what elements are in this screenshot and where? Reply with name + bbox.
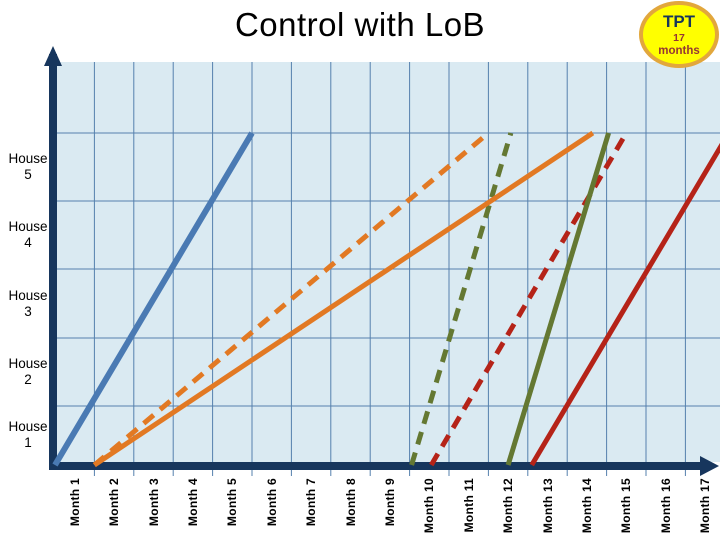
series-line-green-dashed: [409, 132, 514, 466]
x-axis-label: Month 7: [304, 478, 319, 527]
tpt-badge-unit: months: [658, 44, 700, 57]
x-axis-label: Month 13: [540, 478, 555, 534]
series-line-orange-solid: [93, 130, 595, 468]
x-axis-label: Month 17: [698, 478, 713, 534]
x-axis-label: Month 5: [225, 478, 240, 527]
x-axis-label: Month 3: [146, 478, 161, 527]
y-axis-label: House 3: [8, 287, 48, 319]
x-axis-label: Month 1: [67, 478, 82, 527]
x-axis-label: Month 15: [619, 478, 634, 534]
y-axis: [49, 54, 57, 470]
y-axis-arrow-icon: [44, 46, 62, 66]
x-axis-label: Month 2: [107, 478, 122, 527]
x-axis-label: Month 8: [343, 478, 358, 527]
x-axis-label: Month 4: [185, 478, 200, 527]
x-axis-label: Month 16: [658, 478, 673, 534]
x-axis-label: Month 9: [382, 478, 397, 527]
y-axis-label: House 1: [8, 418, 48, 450]
plot-background: [57, 62, 720, 462]
tpt-badge: TPT 17 months: [639, 1, 719, 68]
x-axis-label: Month 11: [461, 478, 476, 533]
x-axis: [49, 462, 702, 470]
y-axis-label: House 2: [8, 356, 48, 387]
series-line-red-solid: [529, 142, 720, 467]
x-axis-label: Month 6: [264, 478, 279, 527]
tpt-badge-value: 17: [673, 32, 685, 44]
series-line-blue-solid: [52, 131, 255, 467]
x-axis-label: Month 10: [422, 478, 437, 534]
y-axis-label: House 4: [8, 219, 48, 250]
page-title: Control with LoB: [234, 6, 486, 43]
x-axis-arrow-icon: [700, 456, 719, 476]
tpt-badge-title: TPT: [662, 12, 696, 31]
x-axis-label: Month 14: [579, 478, 594, 534]
x-axis-label: Month 12: [501, 478, 516, 534]
series-line-green-solid: [505, 132, 611, 466]
y-axis-label: House 5: [8, 151, 48, 182]
